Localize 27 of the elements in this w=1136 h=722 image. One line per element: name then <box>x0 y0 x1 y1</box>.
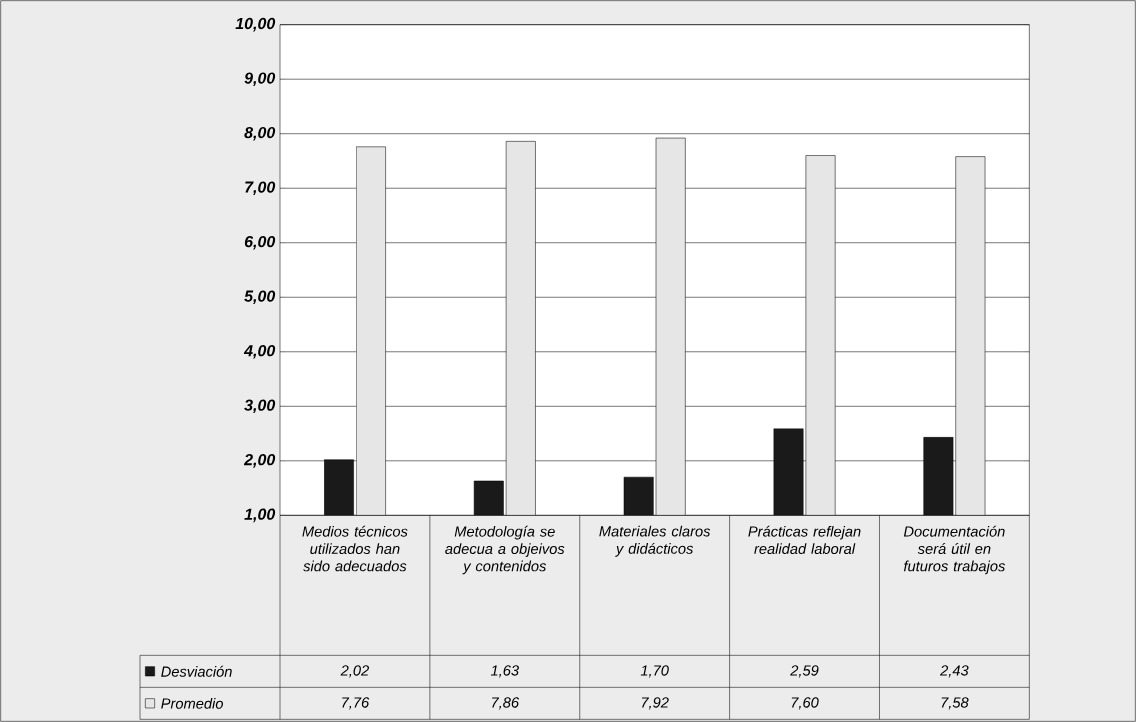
y-tick-label: 4,00 <box>243 344 276 359</box>
y-tick-label: 9,00 <box>244 72 276 87</box>
data-label: 2,59 <box>790 665 819 678</box>
y-tick-label: 5,00 <box>244 290 276 305</box>
y-tick-label: 1,00 <box>244 508 276 523</box>
data-label: 1,70 <box>640 665 669 678</box>
x-tick-label: Medios técnicos utilizados han sido adecuados <box>302 525 408 572</box>
data-label: 7,86 <box>492 697 520 710</box>
y-tick-label: 7,00 <box>245 181 276 196</box>
x-tick-label: Documentación será útil en futuros trabajos <box>903 525 1006 575</box>
data-label: 1,63 <box>490 665 519 678</box>
x-tick-label: Metodología se adecua a objeivos y contenidos <box>445 525 565 575</box>
data-label: 7,92 <box>641 697 669 710</box>
legend-label: Desviación <box>161 665 232 677</box>
data-label: 2,02 <box>340 665 369 678</box>
y-tick-label: 2,00 <box>243 454 276 468</box>
y-tick-label: 6,00 <box>244 235 276 250</box>
y-tick-label: 3,00 <box>244 399 276 414</box>
x-tick-label: Prácticas reflejan realidad laboral <box>748 525 861 555</box>
data-label: 7,60 <box>791 697 819 710</box>
y-tick-label: 8,00 <box>244 126 276 141</box>
y-tick-label: 10,00 <box>235 17 276 32</box>
x-tick-label: Materiales claros y didácticos <box>599 525 711 557</box>
data-label: 2,43 <box>940 665 969 678</box>
data-label: 7,76 <box>342 697 370 710</box>
data-label: 7,58 <box>941 697 969 710</box>
legend-label: Promedio <box>161 697 224 709</box>
